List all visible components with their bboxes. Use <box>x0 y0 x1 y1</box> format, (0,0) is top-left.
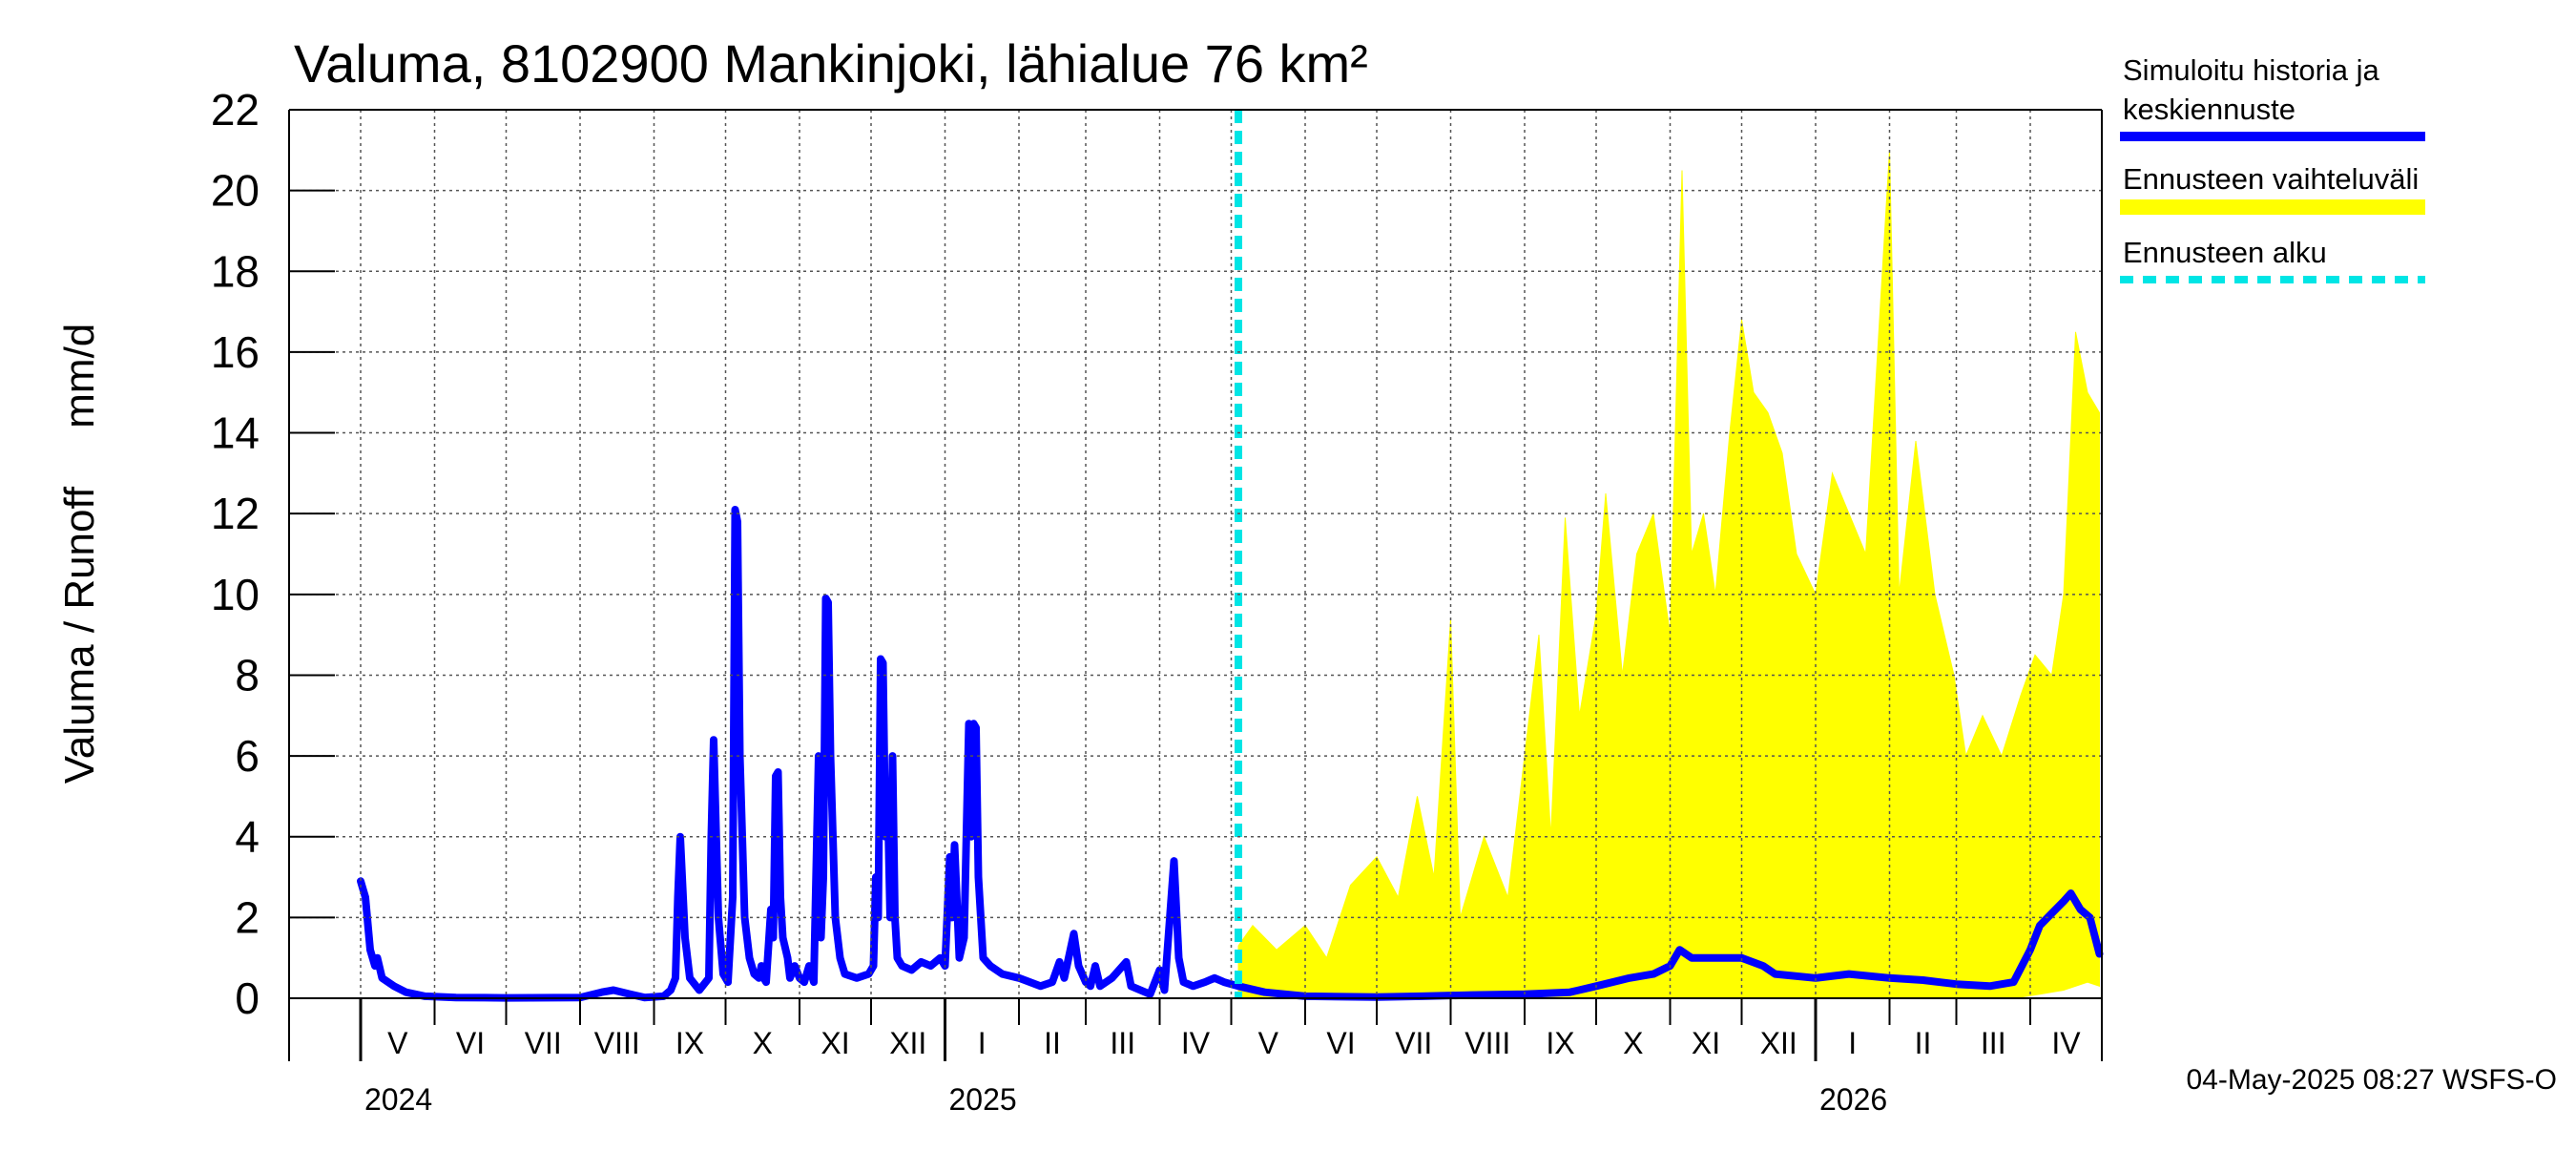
year-label-2024: 2024 <box>364 1082 432 1117</box>
mean-runoff-line <box>357 506 2104 1002</box>
month-label-2: VII <box>525 1026 562 1060</box>
legend-label-range: Ennusteen vaihteluväli <box>2123 162 2419 196</box>
month-label-21: II <box>1915 1026 1932 1060</box>
y-tick-label-16: 16 <box>211 327 260 377</box>
footer-timestamp: 04-May-2025 08:27 WSFS-O <box>2187 1064 2558 1096</box>
year-label-2025: 2025 <box>949 1082 1017 1117</box>
month-label-11: IV <box>1181 1026 1211 1060</box>
month-label-20: I <box>1848 1026 1857 1060</box>
month-label-12: V <box>1258 1026 1279 1060</box>
year-label-2026: 2026 <box>1819 1082 1887 1117</box>
month-label-1: VI <box>456 1026 485 1060</box>
y-tick-label-22: 22 <box>211 85 260 135</box>
month-label-4: IX <box>675 1026 704 1060</box>
legend-label-mean-line2: keskiennuste <box>2123 93 2296 126</box>
month-label-6: XI <box>821 1026 849 1060</box>
month-label-16: IX <box>1546 1026 1574 1060</box>
chart-title: Valuma, 8102900 Mankinjoki, lähialue 76 … <box>294 33 1368 94</box>
legend: Simuloitu historia ja keskiennuste Ennus… <box>2120 53 2425 283</box>
y-tick-labels: 0 2 4 6 8 10 12 14 16 18 20 22 <box>211 85 260 1023</box>
month-label-18: XI <box>1692 1026 1720 1060</box>
y-tick-label-4: 4 <box>235 812 260 862</box>
month-label-17: X <box>1623 1026 1643 1060</box>
month-label-7: XII <box>889 1026 926 1060</box>
month-label-9: II <box>1044 1026 1061 1060</box>
y-tick-label-14: 14 <box>211 408 260 458</box>
month-label-5: X <box>753 1026 773 1060</box>
y-tick-label-20: 20 <box>211 166 260 216</box>
y-tick-label-6: 6 <box>235 731 260 781</box>
legend-label-mean-line1: Simuloitu historia ja <box>2123 53 2380 87</box>
y-tick-label-12: 12 <box>211 489 260 538</box>
y-axis-label: Valuma / Runoff mm/d <box>56 324 103 784</box>
month-label-3: VIII <box>594 1026 640 1060</box>
legend-label-forecast-start: Ennusteen alku <box>2123 236 2327 269</box>
month-label-23: IV <box>2051 1026 2081 1060</box>
month-label-13: VI <box>1326 1026 1355 1060</box>
month-label-15: VIII <box>1465 1026 1510 1060</box>
y-tick-label-0: 0 <box>235 973 260 1023</box>
month-label-10: III <box>1110 1026 1135 1060</box>
month-label-8: I <box>978 1026 987 1060</box>
month-label-22: III <box>1981 1026 2006 1060</box>
month-label-19: XII <box>1760 1026 1797 1060</box>
axes <box>288 109 2103 1061</box>
y-tick-label-18: 18 <box>211 246 260 296</box>
y-tick-label-10: 10 <box>211 570 260 619</box>
month-label-0: V <box>387 1026 408 1060</box>
month-label-14: VII <box>1395 1026 1432 1060</box>
y-tick-label-2: 2 <box>235 892 260 942</box>
x-tick-labels: V VI VII VIII IX X XI XII I II III IV V VI VII VIII IX X X… <box>364 1026 2081 1117</box>
y-tick-label-8: 8 <box>235 650 260 700</box>
plot-area <box>357 110 2104 1002</box>
